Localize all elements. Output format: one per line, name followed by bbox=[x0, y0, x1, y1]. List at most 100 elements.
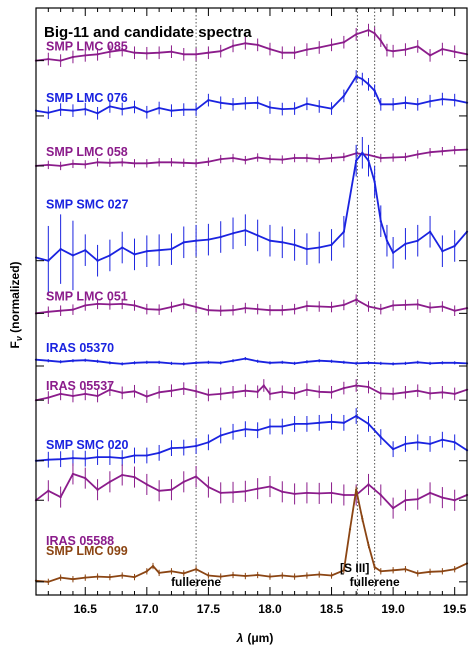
data-point bbox=[293, 422, 296, 426]
data-point bbox=[71, 457, 75, 460]
data-point bbox=[47, 580, 50, 583]
data-point bbox=[453, 568, 456, 571]
data-point bbox=[71, 162, 75, 165]
data-point bbox=[219, 491, 222, 494]
data-point bbox=[268, 239, 272, 242]
data-point bbox=[392, 448, 395, 451]
data-point bbox=[355, 298, 358, 301]
data-point bbox=[170, 109, 173, 112]
data-point bbox=[268, 47, 272, 51]
data-point bbox=[428, 306, 432, 309]
data-point bbox=[244, 229, 247, 232]
x-axis-title: λ (μm) bbox=[236, 631, 274, 645]
data-point bbox=[47, 359, 50, 362]
data-point bbox=[392, 251, 395, 254]
data-point bbox=[194, 475, 198, 478]
data-point bbox=[379, 220, 382, 223]
data-point bbox=[373, 565, 376, 569]
data-point bbox=[207, 393, 210, 397]
series-line bbox=[35, 298, 468, 315]
data-point bbox=[47, 259, 50, 262]
data-point bbox=[244, 574, 247, 578]
data-point bbox=[330, 305, 333, 309]
data-point bbox=[441, 250, 444, 253]
data-point bbox=[404, 242, 407, 245]
data-point bbox=[71, 55, 75, 59]
data-point bbox=[330, 243, 333, 247]
data-point bbox=[158, 451, 161, 454]
data-point bbox=[330, 156, 333, 160]
data-point bbox=[133, 105, 136, 109]
data-point bbox=[194, 162, 198, 165]
series-label: IRAS 05537 bbox=[46, 379, 114, 393]
data-point bbox=[121, 457, 124, 460]
data-point bbox=[453, 441, 456, 444]
y-axis-base: F bbox=[8, 341, 22, 348]
data-point bbox=[428, 392, 432, 395]
data-point bbox=[47, 57, 50, 61]
data-point bbox=[182, 446, 185, 449]
data-point bbox=[379, 156, 382, 160]
data-point bbox=[219, 235, 222, 239]
data-point bbox=[47, 111, 50, 114]
data-point bbox=[268, 157, 272, 161]
data-point bbox=[121, 391, 124, 394]
data-point bbox=[392, 103, 395, 106]
data-point bbox=[392, 569, 395, 572]
data-point bbox=[361, 77, 364, 81]
data-point bbox=[355, 488, 358, 491]
data-point bbox=[219, 309, 222, 312]
data-point bbox=[416, 389, 419, 392]
data-point bbox=[108, 50, 111, 53]
data-point bbox=[428, 442, 432, 446]
data-point bbox=[428, 491, 432, 494]
data-point bbox=[121, 302, 124, 305]
data-point bbox=[59, 309, 62, 312]
data-point bbox=[392, 156, 395, 159]
data-point bbox=[373, 89, 376, 92]
data-point bbox=[47, 458, 50, 461]
series-line bbox=[35, 148, 468, 167]
data-point bbox=[404, 155, 407, 159]
data-point bbox=[428, 570, 432, 573]
x-tick-label: 19.5 bbox=[443, 602, 467, 616]
data-point bbox=[96, 302, 99, 305]
data-point bbox=[182, 362, 185, 365]
data-point bbox=[121, 473, 124, 477]
x-tick-label: 18.0 bbox=[258, 602, 282, 616]
data-point bbox=[330, 391, 333, 394]
data-point bbox=[59, 576, 62, 579]
data-point bbox=[158, 51, 161, 54]
data-point bbox=[441, 305, 444, 308]
data-point bbox=[305, 102, 309, 105]
data-point bbox=[170, 305, 173, 309]
data-point bbox=[330, 360, 333, 363]
series-label: SMP SMC 020 bbox=[46, 438, 128, 452]
data-point bbox=[194, 108, 198, 111]
data-point bbox=[84, 163, 87, 166]
y-axis-sub: ν bbox=[14, 336, 24, 341]
data-point bbox=[379, 493, 382, 497]
data-point bbox=[293, 51, 296, 54]
data-point bbox=[379, 435, 382, 439]
data-point bbox=[441, 361, 444, 364]
data-point bbox=[59, 458, 62, 461]
data-point bbox=[453, 99, 456, 102]
data-point bbox=[330, 491, 333, 494]
data-point bbox=[71, 254, 75, 257]
data-point bbox=[151, 564, 155, 568]
data-point bbox=[59, 108, 62, 111]
data-point bbox=[170, 570, 173, 573]
data-point bbox=[453, 392, 456, 395]
data-point bbox=[318, 46, 321, 49]
data-point bbox=[194, 568, 198, 571]
data-point bbox=[385, 49, 389, 52]
data-point bbox=[373, 180, 376, 183]
data-point bbox=[262, 384, 265, 387]
data-point bbox=[428, 362, 432, 365]
data-point bbox=[367, 83, 370, 86]
data-point bbox=[293, 156, 296, 160]
data-point bbox=[293, 107, 296, 110]
data-point bbox=[342, 303, 345, 307]
